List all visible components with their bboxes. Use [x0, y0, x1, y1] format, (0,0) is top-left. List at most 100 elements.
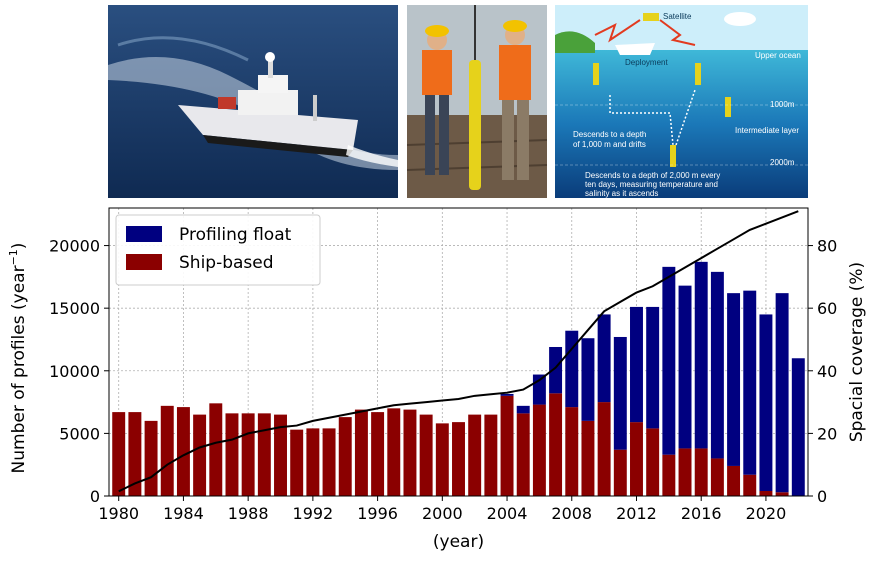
bar-profiling-float	[694, 261, 708, 449]
satellite-icon	[643, 13, 659, 21]
x-tick-label: 2012	[616, 504, 657, 523]
bar-ship-based	[403, 409, 417, 496]
bar-ship-based	[597, 402, 611, 496]
bar-ship-based	[549, 393, 563, 496]
diagram-label-descend-2000-line2: ten days, measuring temperature and	[585, 180, 718, 189]
float-icon	[670, 145, 676, 167]
bar-ship-based	[176, 407, 190, 496]
bar-ship-based	[662, 454, 676, 496]
bar-profiling-float	[565, 330, 579, 408]
x-tick-label: 1992	[293, 504, 334, 523]
x-tick-label: 2000	[422, 504, 463, 523]
bar-profiling-float	[500, 393, 514, 396]
x-tick-label: 1980	[98, 504, 139, 523]
bar-ship-based	[532, 404, 546, 496]
y-tick-label: 20000	[49, 237, 100, 256]
bar-ship-based	[694, 448, 708, 496]
bar-profiling-float	[630, 306, 643, 423]
diagram-label-descend-2000-line1: Descends to a depth of 2,000 m every	[585, 171, 720, 180]
bar-profiling-float	[646, 306, 660, 429]
y2-tick-label: 40	[817, 362, 837, 381]
bar-ship-based	[160, 405, 174, 496]
x-axis: 1980 1984 1988 1992 1996 2000 2004 2008 2012 2016…	[98, 496, 786, 523]
argo-cycle-illustration: Satellite Deployment Upper ocean 1000m I…	[555, 5, 808, 198]
bar-ship-based	[646, 428, 660, 496]
diagram-label-deployment: Deployment	[625, 58, 668, 67]
x-tick-label: 2016	[681, 504, 722, 523]
bar-profiling-float	[710, 271, 724, 459]
legend: Profiling float Ship-based	[115, 214, 321, 286]
bar-ship-based	[274, 414, 287, 496]
x-tick-label: 1996	[357, 504, 398, 523]
y-tick-label: 10000	[49, 362, 100, 381]
x-tick-label: 2020	[746, 504, 787, 523]
x-tick-label: 2008	[551, 504, 592, 523]
bar-profiling-float	[516, 405, 530, 414]
bar-ship-based	[630, 422, 643, 496]
float-icon	[725, 97, 731, 117]
bar-ship-based	[759, 490, 773, 496]
bar-ship-based	[306, 428, 320, 496]
float-deployment-photo	[407, 5, 547, 198]
research-vessel-image	[108, 5, 398, 198]
bar-profiling-float	[759, 314, 773, 491]
legend-box	[115, 214, 321, 286]
diagram-label-upper-ocean: Upper ocean	[755, 51, 801, 60]
bar-ship-based	[112, 412, 126, 496]
diagram-label-descend-1000-line1: Descends to a depth	[573, 130, 646, 139]
bar-profiling-float	[613, 336, 627, 450]
diagram-label-descend-2000-line3: salinity as it ascends	[585, 189, 658, 198]
y2-tick-label: 60	[817, 299, 837, 318]
legend-swatch-ship-based	[126, 254, 162, 270]
bar-ship-based	[128, 412, 142, 496]
bar-ship-based	[500, 395, 514, 496]
bar-profiling-float	[678, 285, 692, 449]
bar-ship-based	[419, 414, 433, 496]
plot-frame	[108, 207, 809, 497]
bar-ship-based	[241, 413, 255, 496]
y2-tick-label: 80	[817, 237, 837, 256]
bar-ship-based	[452, 422, 465, 496]
x-tick-label: 1988	[228, 504, 269, 523]
bar-ship-based	[322, 428, 336, 496]
x-axis-title: (year)	[433, 532, 484, 552]
bar-ship-based	[144, 420, 158, 496]
bar-ship-based	[468, 414, 482, 496]
bar-profiling-float	[549, 346, 563, 394]
bar-ship-based	[435, 423, 449, 496]
legend-label-profiling-float: Profiling float	[179, 225, 292, 245]
research-vessel-photo	[108, 5, 398, 198]
y2-tick-label: 0	[817, 487, 827, 506]
diagram-label-2000m: 2000m	[770, 158, 795, 167]
bar-ship-based	[257, 413, 271, 496]
bar-ship-based	[710, 458, 724, 496]
legend-swatch-profiling-float	[126, 226, 162, 242]
diagram-label-intermediate-layer: Intermediate layer	[735, 126, 799, 135]
bar-ship-based	[209, 403, 223, 496]
coverage-line	[118, 210, 799, 493]
bar-ship-based	[338, 417, 352, 496]
bar-ship-based	[225, 413, 239, 496]
float-icon	[593, 63, 599, 85]
bar-ship-based	[565, 407, 579, 496]
bar-ship-based	[354, 409, 368, 496]
bar-ship-based	[290, 429, 304, 496]
y-tick-label: 0	[90, 487, 100, 506]
bars	[112, 261, 805, 496]
coverage-line-group	[118, 210, 799, 493]
diagram-label-satellite: Satellite	[663, 12, 692, 21]
bar-ship-based	[775, 492, 789, 496]
y2-axis-title: Spacial coverage (%)	[847, 262, 867, 442]
float-icon	[695, 63, 701, 85]
y-axis-title: Number of profiles (year−1)	[7, 243, 29, 474]
legend-label-ship-based: Ship-based	[179, 253, 274, 273]
bar-profiling-float	[727, 293, 741, 466]
argo-cycle-diagram: Satellite Deployment Upper ocean 1000m I…	[555, 5, 808, 198]
bar-ship-based	[613, 449, 627, 496]
y-tick-label: 5000	[59, 424, 100, 443]
bar-profiling-float	[791, 358, 805, 496]
bar-ship-based	[484, 414, 498, 496]
y2-tick-label: 20	[817, 424, 837, 443]
bar-profiling-float	[597, 314, 611, 403]
